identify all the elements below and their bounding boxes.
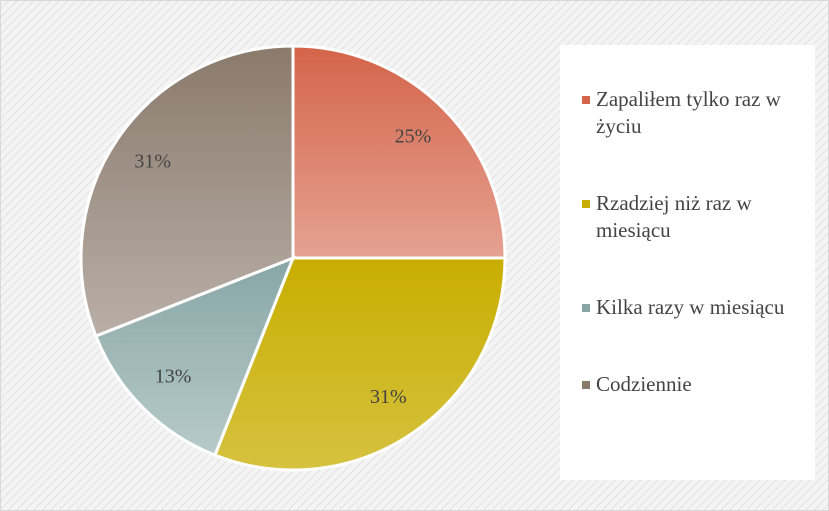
legend-label: Zapaliłem tylko raz w życiu — [596, 87, 781, 138]
pie-slice — [93, 255, 296, 458]
data-label: 25% — [395, 126, 432, 148]
legend-item: Zapaliłem tylko raz w życiu — [582, 86, 815, 140]
legend-swatch — [582, 381, 590, 389]
legend-item: Rzadziej niż raz w miesiącu — [582, 190, 815, 244]
legend: Zapaliłem tylko raz w życiu Rzadziej niż … — [560, 45, 815, 480]
legend-swatch — [582, 96, 590, 104]
data-label: 31% — [370, 386, 407, 408]
legend-swatch — [582, 304, 590, 312]
data-label: 13% — [155, 366, 192, 388]
data-label: 31% — [134, 150, 171, 172]
legend-item: Kilka razy w miesiącu — [582, 294, 815, 321]
legend-item: Codziennie — [582, 371, 815, 398]
legend-label: Kilka razy w miesiącu — [596, 295, 785, 319]
legend-swatch — [582, 200, 590, 208]
legend-label: Rzadziej niż raz w miesiącu — [596, 191, 752, 242]
pie-slice — [79, 44, 295, 338]
pie-slice — [291, 44, 507, 260]
legend-label: Codziennie — [596, 372, 692, 396]
pie-slice — [213, 256, 507, 472]
